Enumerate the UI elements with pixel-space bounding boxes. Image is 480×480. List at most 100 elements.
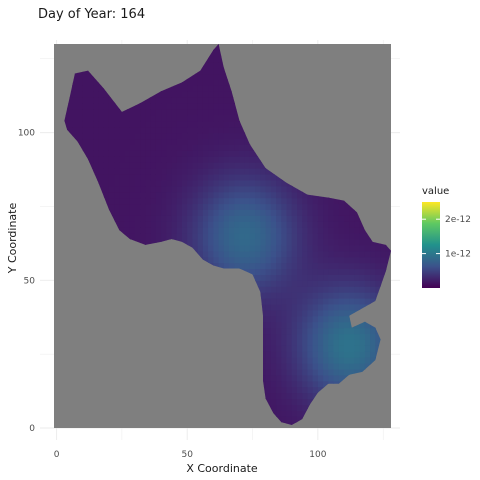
heatmap-cell — [124, 203, 131, 210]
heatmap-cell — [103, 97, 110, 104]
heatmap-cell — [202, 150, 209, 157]
heatmap-cell — [317, 286, 324, 293]
heatmap-cell — [297, 386, 303, 394]
heatmap-cell — [375, 345, 382, 352]
heatmap-cell — [317, 203, 324, 210]
heatmap-cell — [213, 162, 220, 169]
heatmap-cell — [82, 144, 89, 151]
heatmap-cell — [135, 156, 141, 163]
heatmap-cell — [197, 168, 204, 175]
heatmap-cell — [286, 250, 293, 258]
heatmap-cell — [354, 303, 361, 311]
heatmap-cell — [249, 227, 256, 234]
heatmap-cell — [276, 197, 282, 205]
heatmap-cell — [208, 126, 214, 134]
heatmap-cell — [255, 179, 261, 187]
heatmap-cell — [82, 132, 89, 140]
heatmap-cell — [307, 268, 314, 275]
heatmap-cell — [103, 109, 110, 116]
heatmap-cell — [197, 250, 204, 258]
heatmap-cell — [359, 292, 366, 299]
heatmap-cell — [286, 262, 293, 270]
heatmap-cell — [370, 339, 376, 346]
heatmap-cell — [270, 179, 277, 187]
heatmap-cell — [176, 179, 183, 187]
heatmap-cell — [265, 209, 272, 216]
heatmap-cell — [281, 274, 288, 281]
heatmap-cell — [281, 209, 288, 216]
heatmap-cell — [171, 150, 178, 157]
heatmap-cell — [354, 262, 361, 270]
heatmap-cell — [182, 221, 188, 228]
heatmap-cell — [286, 404, 293, 411]
heatmap-cell — [333, 203, 340, 210]
heatmap-cell — [281, 351, 288, 358]
heatmap-cell — [323, 233, 329, 240]
heatmap-cell — [182, 168, 188, 175]
heatmap-cell — [276, 374, 282, 382]
heatmap-cell — [197, 209, 204, 216]
heatmap-cell — [192, 203, 199, 210]
heatmap-cell — [297, 244, 303, 252]
heatmap-cell — [166, 97, 173, 104]
heatmap-cell — [260, 233, 267, 240]
heatmap-cell — [155, 114, 162, 122]
heatmap-cell — [302, 244, 308, 252]
heatmap-cell — [119, 179, 126, 187]
heatmap-cell — [229, 209, 235, 216]
heatmap-cell — [276, 398, 282, 405]
heatmap-cell — [270, 345, 277, 352]
heatmap-cell — [202, 67, 209, 75]
heatmap-cell — [239, 191, 246, 199]
heatmap-cell — [239, 197, 246, 205]
heatmap-cell — [129, 233, 136, 240]
heatmap-cell — [323, 333, 329, 340]
heatmap-cell — [119, 209, 126, 216]
heatmap-cell — [270, 386, 277, 394]
heatmap-cell — [223, 203, 230, 210]
heatmap-cell — [265, 392, 272, 400]
heatmap-cell — [307, 292, 314, 299]
heatmap-cell — [176, 156, 183, 163]
heatmap-cell — [150, 203, 157, 210]
heatmap-cell — [129, 109, 136, 116]
heatmap-cell — [239, 256, 246, 264]
heatmap-cell — [229, 120, 235, 128]
heatmap-cell — [166, 126, 173, 134]
heatmap-cell — [323, 315, 329, 323]
heatmap-cell — [239, 250, 246, 258]
heatmap-cell — [197, 179, 204, 187]
heatmap-cell — [260, 239, 267, 246]
heatmap-cell — [202, 97, 209, 104]
heatmap-cell — [197, 233, 204, 240]
heatmap-cell — [192, 109, 199, 116]
heatmap-cell — [108, 191, 115, 199]
heatmap-cell — [276, 185, 282, 193]
heatmap-cell — [192, 103, 199, 110]
heatmap-cell — [150, 132, 157, 140]
heatmap-cell — [281, 233, 288, 240]
heatmap-cell — [291, 233, 298, 240]
heatmap-cell — [286, 244, 293, 252]
heatmap-cell — [244, 209, 251, 216]
heatmap-cell — [344, 339, 350, 346]
heatmap-cell — [375, 274, 382, 281]
heatmap-cell — [260, 321, 267, 329]
heatmap-cell — [265, 292, 272, 299]
heatmap-cell — [114, 174, 120, 181]
heatmap-cell — [187, 185, 193, 193]
heatmap-cell — [276, 221, 282, 228]
heatmap-cell — [229, 126, 235, 134]
heatmap-cell — [323, 380, 329, 388]
heatmap-cell — [260, 262, 267, 270]
heatmap-cell — [176, 197, 183, 205]
heatmap-cell — [82, 103, 89, 110]
heatmap-cell — [208, 97, 214, 104]
heatmap-cell — [270, 357, 277, 364]
heatmap-cell — [281, 386, 288, 394]
heatmap-cell — [108, 174, 115, 181]
heatmap-cell — [202, 233, 209, 240]
heatmap-cell — [333, 327, 340, 335]
heatmap-cell — [265, 386, 272, 394]
heatmap-cell — [312, 357, 319, 364]
